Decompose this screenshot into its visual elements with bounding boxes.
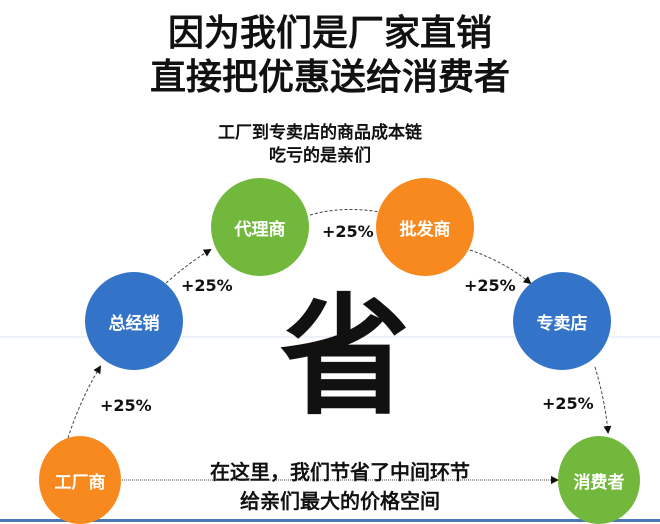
node-wholesaler: 批发商	[376, 178, 474, 276]
markup-label: +25%	[542, 394, 594, 413]
center-character: 省	[279, 281, 410, 433]
arrow-factory-to-distributor	[67, 365, 102, 439]
arrow-distributor-to-agent	[165, 248, 212, 284]
arrow-store-to-consumer	[594, 366, 612, 434]
node-consumer: 消费者	[558, 436, 640, 524]
arrow-wholesaler-to-store	[469, 249, 532, 285]
bottom-text-line1: 在这里，我们节省了中间环节	[210, 460, 470, 484]
bottom-text-line2: 给亲们最大的价格空间	[240, 489, 440, 513]
markup-label: +25%	[464, 276, 516, 295]
subtitle-line2: 吃亏的是亲们	[269, 146, 371, 166]
markup-label: +25%	[100, 396, 152, 415]
node-store: 专卖店	[513, 272, 611, 370]
node-factory: 工厂商	[39, 436, 121, 524]
headline-line2: 直接把优惠送给消费者	[149, 57, 510, 98]
markup-label: +25%	[181, 276, 233, 295]
subtitle-line1: 工厂到专卖店的商品成本链	[218, 123, 422, 143]
markup-label: +25%	[322, 222, 374, 241]
node-distributor: 总经销	[85, 272, 183, 370]
node-agent: 代理商	[211, 178, 309, 276]
headline-line1: 因为我们是厂家直销	[167, 13, 492, 54]
arrow-agent-to-wholesaler	[309, 207, 387, 216]
